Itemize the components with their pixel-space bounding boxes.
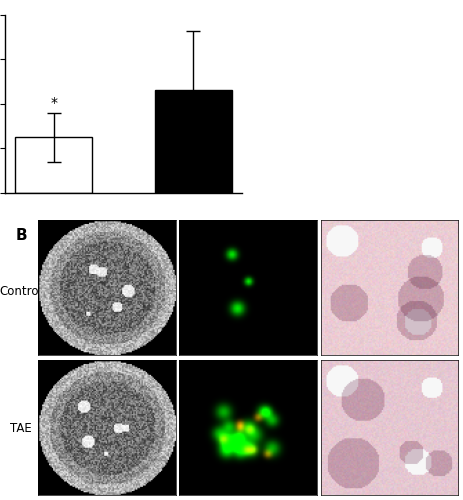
Text: Control: Control — [0, 285, 43, 298]
Text: TAE: TAE — [11, 422, 32, 436]
Bar — [15, 137, 92, 192]
Bar — [155, 90, 232, 192]
Text: B: B — [15, 228, 27, 243]
Text: *: * — [50, 96, 57, 110]
